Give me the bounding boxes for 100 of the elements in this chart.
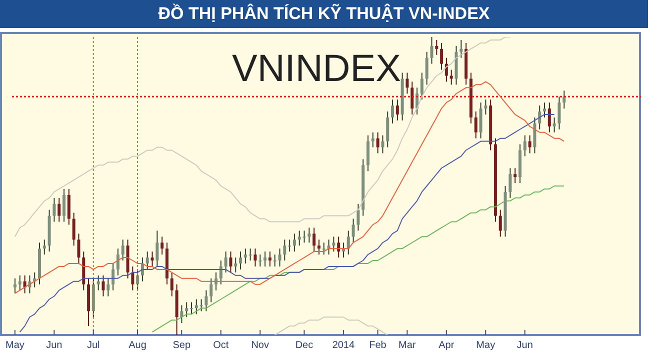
candlestick: [72, 212, 76, 246]
candlestick: [391, 99, 394, 124]
candlestick: [146, 251, 149, 270]
x-tick-label: Jun: [46, 340, 62, 351]
candlestick: [528, 134, 532, 154]
candlestick: [308, 227, 311, 244]
candlestick: [381, 134, 384, 154]
candlestick: [170, 272, 174, 297]
candlestick: [430, 37, 434, 64]
candlestick: [239, 251, 242, 270]
candlestick: [479, 102, 482, 139]
candlestick: [508, 168, 512, 198]
x-tick-label: Dec: [295, 340, 314, 351]
candlestick: [514, 168, 517, 184]
candlestick: [396, 99, 399, 121]
candlestick: [248, 248, 252, 261]
candlestick: [440, 42, 444, 70]
candlestick: [96, 274, 100, 291]
candlestick: [312, 227, 316, 252]
candlestick: [150, 251, 154, 267]
candlestick: [204, 290, 208, 312]
candlestick: [543, 102, 546, 118]
candlestick: [210, 278, 213, 303]
x-tick-label: Feb: [369, 340, 387, 351]
x-tick-label: Oct: [213, 340, 229, 351]
candlestick: [474, 111, 478, 139]
candlestick: [185, 302, 188, 318]
candlestick: [356, 203, 360, 232]
chart-title: ĐỒ THỊ PHÂN TÍCH KỸ THUẬT VN-INDEX: [158, 4, 490, 24]
x-tick-label: Jul: [86, 340, 100, 351]
candlestick: [332, 236, 336, 252]
candlestick: [200, 298, 203, 312]
candlestick: [288, 239, 292, 252]
candlestick: [371, 132, 374, 148]
candlestick: [302, 230, 306, 244]
candlestick: [548, 102, 551, 133]
candlestick: [317, 239, 320, 256]
candlestick: [112, 262, 115, 291]
candlestick: [62, 188, 66, 222]
candlestick: [58, 197, 61, 222]
candlestick: [420, 72, 424, 100]
candlestick: [156, 230, 159, 267]
candlestick: [13, 278, 16, 294]
candlestick: [234, 257, 238, 273]
x-tick-label: Jun: [516, 340, 533, 351]
candlestick: [264, 251, 267, 267]
candlestick: [346, 230, 350, 256]
candlestick: [450, 69, 453, 86]
x-tick-label: May: [5, 340, 24, 351]
candlestick: [258, 254, 262, 267]
candlestick: [278, 248, 282, 267]
x-tick-label: Sep: [172, 340, 191, 351]
x-tick-label: Aug: [128, 340, 146, 351]
candlestick: [180, 304, 184, 324]
candlestick: [268, 251, 272, 267]
candlestick: [562, 90, 566, 110]
candlestick: [435, 39, 438, 56]
candlestick: [425, 51, 428, 86]
candlestick: [160, 236, 164, 256]
candlestick: [552, 116, 556, 133]
candlestick: [410, 81, 414, 115]
x-tick-label: 2014: [332, 340, 355, 351]
candlestick: [484, 99, 488, 115]
candlestick: [376, 132, 380, 154]
candlestick: [538, 105, 542, 130]
candlestick: [533, 116, 536, 154]
candlestick: [460, 39, 463, 58]
candlestick: [106, 278, 110, 297]
candlestick: [298, 230, 301, 246]
candlestick: [42, 239, 46, 256]
x-tick-label: May: [476, 340, 496, 351]
candlestick: [283, 239, 286, 261]
candlestick: [224, 251, 228, 273]
candlestick: [229, 251, 232, 273]
annotation: VNINDEX: [232, 48, 401, 91]
x-tick-label: Apr: [438, 340, 455, 351]
x-tick-label: Mar: [398, 340, 416, 351]
candlestick: [523, 134, 526, 157]
candlestick: [190, 302, 193, 315]
candlestick: [386, 111, 390, 148]
candlestick: [131, 266, 134, 291]
candlestick: [558, 96, 561, 130]
candlestick: [406, 72, 409, 94]
candlestick: [219, 260, 222, 285]
candlestick: [498, 209, 502, 238]
candlestick: [322, 242, 326, 256]
candlestick: [102, 274, 105, 297]
candlestick: [121, 239, 124, 261]
candlestick: [116, 248, 120, 276]
candlestick: [352, 218, 355, 244]
candlestick: [254, 248, 257, 267]
candlestick: [18, 274, 22, 291]
x-tick-label: Nov: [251, 340, 269, 351]
candlestick: [273, 254, 276, 267]
candlestick: [337, 236, 340, 258]
candlestick: [292, 233, 296, 252]
candlestick: [194, 298, 198, 315]
candlestick: [67, 188, 70, 226]
candlestick: [244, 248, 247, 264]
candlestick: [77, 233, 80, 264]
